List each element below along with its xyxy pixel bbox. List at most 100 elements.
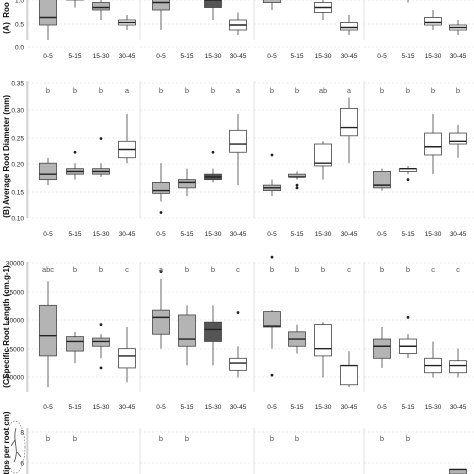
significance-letter: b	[99, 265, 103, 274]
box-body	[449, 360, 467, 374]
y-tick-label: 30000	[6, 261, 24, 268]
y-tick-label: 25000	[6, 290, 24, 297]
box-outlier	[270, 153, 274, 157]
box-body	[340, 108, 358, 137]
x-tick-label: 5-15	[68, 53, 81, 60]
significance-letter: b	[159, 86, 163, 95]
x-tick-label: 0-5	[43, 404, 53, 411]
box-outlier	[295, 186, 299, 190]
x-tick-label: 15-30	[425, 53, 442, 60]
y-tick-label: 8	[20, 430, 24, 437]
box-body	[373, 171, 391, 189]
box-outlier	[159, 270, 163, 274]
significance-letter: b	[159, 434, 163, 443]
box-body	[314, 324, 332, 357]
x-tick-label: 30-45	[450, 231, 467, 238]
significance-letter: b	[295, 434, 299, 443]
box-body	[204, 321, 222, 342]
x-tick-label: 15-30	[93, 53, 110, 60]
x-tick-label: 15-30	[205, 53, 222, 60]
x-tick-label: 0-5	[156, 231, 166, 238]
x-tick-label: 5-15	[290, 404, 303, 411]
box-outlier	[99, 137, 103, 140]
y-tick-label: 0.35	[11, 81, 24, 88]
box-body	[39, 162, 57, 181]
box-body	[229, 357, 247, 371]
significance-letter: b	[211, 86, 215, 95]
box-body	[118, 348, 136, 369]
x-tick-label: 0-5	[43, 231, 53, 238]
significance-letter: b	[73, 265, 77, 274]
x-tick-label: 15-30	[315, 404, 332, 411]
significance-letter: b	[185, 434, 189, 443]
significance-letter: b	[270, 86, 274, 95]
significance-letter: b	[380, 265, 384, 274]
box-body	[39, 0, 57, 26]
significance-letter: abc	[42, 265, 54, 274]
box-body	[152, 309, 170, 335]
y-tick-label: 0.25	[11, 136, 24, 143]
x-tick-label: 0-5	[156, 404, 166, 411]
significance-letter: b	[46, 86, 50, 95]
y-tick-label: 6	[20, 461, 24, 468]
significance-letter: b	[380, 434, 384, 443]
x-tick-label: 0-5	[267, 404, 277, 411]
significance-letter: ab	[319, 86, 327, 95]
significance-letter: b	[99, 86, 103, 95]
root-icon	[10, 427, 22, 463]
x-tick-label: 30-45	[119, 53, 136, 60]
box-body	[263, 311, 281, 328]
significance-letter: b	[270, 434, 274, 443]
x-tick-label: 0-5	[377, 404, 387, 411]
x-tick-label: 0-5	[267, 53, 277, 60]
box-body	[424, 132, 442, 156]
x-tick-label: 30-45	[341, 53, 358, 60]
box-body	[340, 22, 358, 31]
x-tick-label: 5-15	[68, 231, 81, 238]
y-axis-label: Average Root Diameter (mm)	[2, 95, 11, 205]
box-body	[449, 132, 467, 145]
significance-letter: b	[406, 86, 410, 95]
box-outlier	[159, 211, 163, 214]
box-body	[66, 336, 84, 352]
box-body	[178, 179, 196, 189]
box-body	[340, 365, 358, 386]
x-tick-label: 30-45	[230, 231, 247, 238]
significance-letter: b	[73, 434, 77, 443]
significance-letter: c	[431, 265, 435, 274]
x-tick-label: 5-15	[180, 53, 193, 60]
x-tick-label: 0-5	[377, 53, 387, 60]
significance-letter: b	[270, 265, 274, 274]
x-tick-label: 5-15	[290, 231, 303, 238]
box-body	[152, 0, 170, 11]
significance-letter: c	[125, 265, 129, 274]
box-body	[373, 338, 391, 359]
panel-label: (C)	[1, 376, 11, 388]
panel-label: (A)	[1, 22, 11, 34]
y-tick-label: 10000	[6, 375, 24, 382]
x-tick-label: 0-5	[267, 231, 277, 238]
x-tick-label: 5-15	[290, 53, 303, 60]
significance-letter: b	[321, 265, 325, 274]
box-body	[92, 337, 110, 347]
box-outlier	[270, 373, 274, 377]
y-tick-label: 0.5	[15, 22, 24, 29]
significance-letter: b	[406, 434, 410, 443]
box-outlier	[270, 255, 274, 259]
significance-letter: a	[347, 86, 352, 95]
significance-letter: a	[236, 86, 241, 95]
x-tick-label: 5-15	[180, 231, 193, 238]
x-tick-label: 15-30	[205, 231, 222, 238]
box-body	[314, 143, 332, 167]
significance-letter: b	[185, 265, 189, 274]
x-tick-label: 30-45	[341, 231, 358, 238]
box-outlier	[99, 366, 103, 370]
x-tick-label: 15-30	[205, 404, 222, 411]
box-body	[152, 181, 170, 194]
x-tick-label: 5-15	[180, 404, 193, 411]
box-body	[229, 129, 247, 153]
root-icon-frame	[4, 420, 26, 474]
x-tick-label: 15-30	[93, 404, 110, 411]
y-tick-label: 0.0	[15, 45, 24, 52]
